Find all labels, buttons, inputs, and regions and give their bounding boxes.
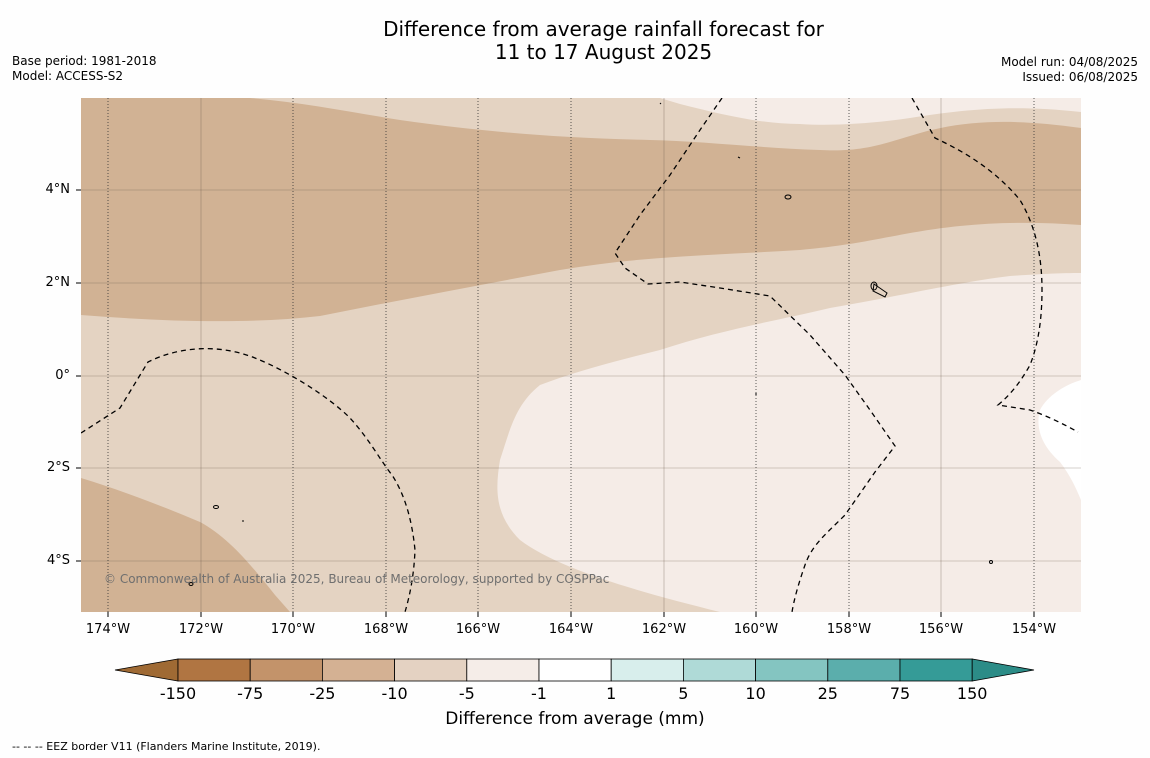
lat-label-4n: 4°N	[45, 182, 71, 197]
lon-label-170w: 170°W	[270, 622, 316, 637]
colorbar-tick-label: 1	[606, 684, 617, 703]
colorbar-tick-label: 25	[817, 684, 838, 703]
lat-label-0: 0°	[55, 368, 70, 383]
title-line-1: Difference from average rainfall forecas…	[383, 17, 824, 41]
colorbar-segment	[538, 658, 612, 682]
issued-date: Issued: 06/08/2025	[1022, 70, 1138, 84]
lon-label-156w: 156°W	[918, 622, 964, 637]
lon-label-166w: 166°W	[455, 622, 501, 637]
colorbar-tick-label: -1	[531, 684, 547, 703]
longitude-ticks	[107, 612, 1035, 617]
lon-label-172w: 172°W	[178, 622, 224, 637]
band-mid-brown-north	[81, 98, 1081, 322]
metadata-right: Model run: 04/08/2025 Issued: 06/08/2025	[1001, 55, 1138, 85]
colorbar-segment	[899, 658, 973, 682]
title-line-2: 11 to 17 August 2025	[494, 40, 713, 64]
colorbar-segment	[610, 658, 684, 682]
band-mid-brown-southwest	[81, 478, 290, 612]
colorbar-tick-label: -25	[309, 684, 336, 703]
lon-label-154w: 154°W	[1011, 622, 1057, 637]
colorbar-segment	[827, 658, 901, 682]
lon-label-174w: 174°W	[85, 622, 131, 637]
band-pale-north	[660, 98, 1081, 125]
colorbar-segment	[683, 658, 757, 682]
metadata-left: Base period: 1981-2018 Model: ACCESS-S2	[12, 54, 157, 84]
colorbar-segment	[177, 658, 251, 682]
lon-label-158w: 158°W	[826, 622, 872, 637]
colorbar-segment	[466, 658, 540, 682]
lon-label-162w: 162°W	[641, 622, 687, 637]
colorbar-segment	[249, 658, 323, 682]
lat-label-2n: 2°N	[45, 275, 71, 290]
eez-legend-note: -- -- -- EEZ border V11 (Flanders Marine…	[12, 740, 321, 753]
model-name: Model: ACCESS-S2	[12, 69, 124, 83]
copyright-notice: © Commonwealth of Australia 2025, Bureau…	[104, 572, 610, 586]
colorbar-tick-label: -75	[237, 684, 264, 703]
colorbar-segment	[321, 658, 395, 682]
colorbar-tick-label: 75	[889, 684, 911, 703]
colorbar-tick-label: 10	[745, 684, 766, 703]
colorbar-label: Difference from average (mm)	[445, 709, 705, 729]
chart-title: Difference from average rainfall forecas…	[0, 18, 1150, 64]
model-run: Model run: 04/08/2025	[1000, 55, 1138, 69]
rainfall-contours	[81, 98, 1081, 612]
base-period: Base period: 1981-2018	[12, 54, 157, 68]
latitude-ticks	[76, 189, 81, 562]
colorbar-tick-label: -150	[159, 684, 197, 703]
island-outlines	[188, 102, 993, 586]
lon-label-168w: 168°W	[363, 622, 409, 637]
colorbar-segment	[394, 658, 468, 682]
lat-label-4s: 4°S	[46, 553, 70, 568]
eez-borders	[81, 98, 1079, 612]
colorbar-tick-label: 5	[678, 684, 689, 703]
colorbar-segment	[755, 658, 829, 682]
lat-label-2s: 2°S	[46, 460, 70, 475]
band-pale-east	[497, 273, 1081, 612]
colorbar-tick-label: -5	[458, 684, 475, 703]
lon-label-164w: 164°W	[548, 622, 594, 637]
band-white-east	[1038, 380, 1081, 500]
lon-label-160w: 160°W	[733, 622, 779, 637]
colorbar-arrow-low	[114, 658, 179, 682]
colorbar	[114, 658, 1035, 682]
colorbar-tick-label: 150	[956, 684, 988, 703]
colorbar-tick-label: -10	[381, 684, 408, 703]
colorbar-arrow-high	[971, 658, 1035, 682]
